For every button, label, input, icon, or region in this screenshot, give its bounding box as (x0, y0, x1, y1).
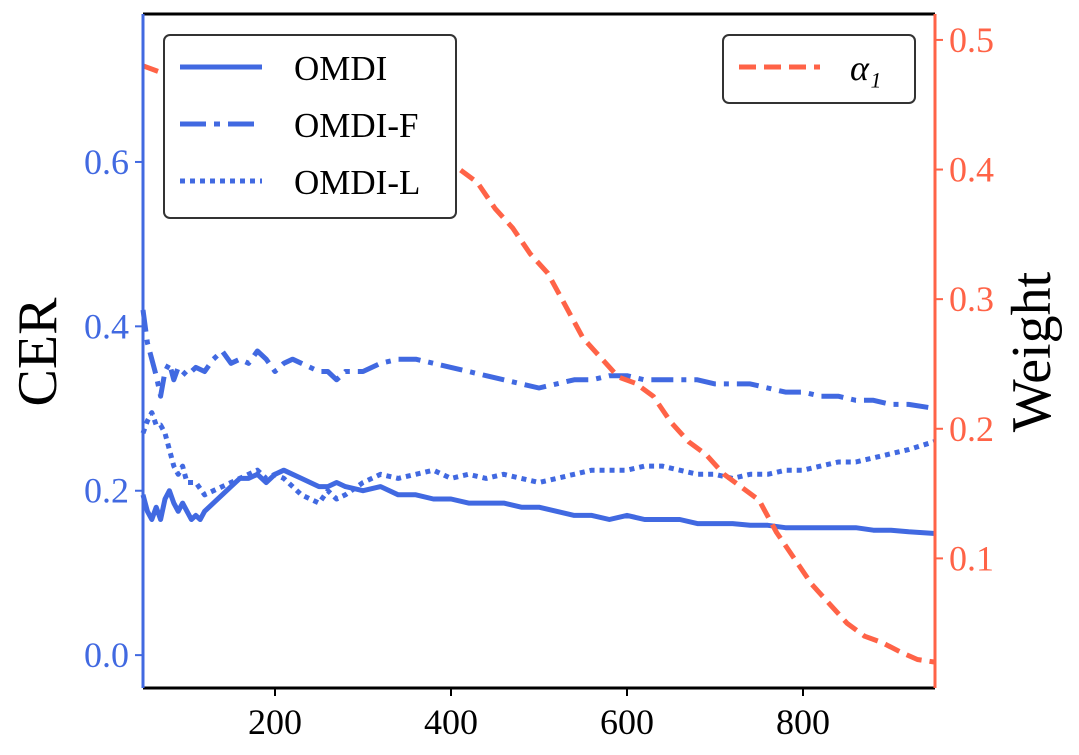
x-tick-label: 800 (776, 702, 830, 742)
y-right-tick-label: 0.5 (949, 20, 994, 60)
x-tick-label: 600 (600, 702, 654, 742)
y-right-tick-label: 0.1 (949, 538, 994, 578)
y-right-tick-label: 0.2 (949, 409, 994, 449)
y-left-tick-label: 0.0 (84, 635, 129, 675)
series-line-1 (140, 309, 936, 411)
y-axis-right-label: Weight (1001, 271, 1063, 432)
legend-methods-box (163, 34, 457, 219)
y-left-tick-label: 0.6 (84, 142, 129, 182)
series-line-0 (140, 467, 936, 536)
y-right-tick-label: 0.4 (949, 150, 994, 190)
legend-label-omdi: OMDI (294, 49, 387, 88)
x-tick-label: 400 (424, 702, 478, 742)
x-tick-label: 200 (248, 702, 302, 742)
series-line-3 (142, 60, 936, 665)
series-line-2 (140, 410, 936, 506)
y-axis-left-label: CER (7, 297, 69, 407)
legend-label-omdi-l: OMDI-L (294, 163, 420, 202)
y-left-tick-label: 0.4 (84, 306, 129, 346)
series-layer (140, 60, 936, 665)
ticks-layer: 200 400 600 800 0.0 0.2 0.4 0.6 0.1 0.2 0.3 0.4 0.5 (84, 20, 994, 742)
legend-weight: α₁ (722, 34, 916, 104)
legend-label-alpha1: α₁ (850, 48, 881, 88)
y-left-tick-label: 0.2 (84, 471, 129, 511)
legend-methods: OMDI OMDI-F OMDI-L (163, 34, 457, 219)
legend-label-omdi-f: OMDI-F (294, 106, 418, 145)
y-right-tick-label: 0.3 (949, 279, 994, 319)
